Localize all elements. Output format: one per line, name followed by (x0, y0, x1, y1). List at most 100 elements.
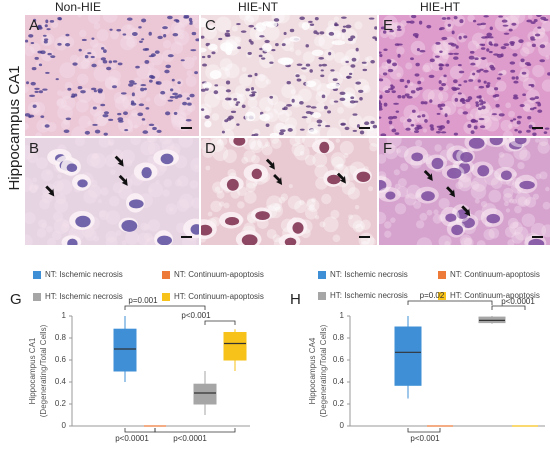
texture (259, 52, 275, 69)
nucleus (149, 79, 153, 83)
nucleus (511, 22, 517, 26)
nucleus (359, 97, 363, 101)
texture (189, 180, 199, 189)
texture (162, 40, 172, 49)
texture (161, 139, 175, 152)
nucleus (63, 129, 70, 133)
texture (519, 47, 530, 57)
nucleus (224, 32, 231, 37)
texture (278, 110, 290, 123)
nucleus (492, 94, 497, 98)
texture (415, 220, 425, 229)
legend-swatch (318, 271, 326, 279)
texture (408, 112, 420, 124)
nucleus (225, 80, 231, 85)
nucleus (397, 53, 401, 58)
nucleus (517, 130, 522, 134)
nucleus (517, 115, 522, 119)
nucleus (463, 80, 468, 83)
cell (201, 224, 213, 236)
nucleus (451, 30, 455, 35)
texture (25, 45, 35, 57)
nucleus (370, 120, 375, 125)
nucleus (42, 34, 47, 37)
nucleus (414, 73, 420, 77)
nucleus (416, 48, 420, 52)
texture (261, 144, 273, 156)
nucleus (513, 80, 519, 84)
vacuole (204, 120, 212, 128)
nucleus (439, 63, 445, 67)
texture (314, 35, 325, 47)
nucleus (103, 132, 108, 136)
nucleus (34, 87, 40, 90)
texture (100, 187, 109, 196)
nucleus (137, 112, 144, 117)
texture (148, 188, 153, 193)
texture (210, 138, 222, 146)
nucleus (500, 53, 504, 58)
nucleus (175, 19, 180, 23)
texture (147, 142, 160, 155)
nucleus (374, 37, 377, 41)
nucleus (414, 130, 420, 134)
nucleus (163, 33, 167, 38)
texture (140, 140, 156, 156)
texture (369, 143, 377, 152)
texture (78, 115, 91, 129)
nucleus (514, 128, 518, 132)
texture (243, 15, 255, 26)
texture (113, 92, 126, 104)
nucleus (493, 53, 499, 56)
y-tick-label: 0.8 (55, 333, 67, 342)
nucleus (415, 87, 420, 91)
texture (143, 232, 153, 242)
texture (433, 41, 449, 57)
bracket (204, 320, 236, 325)
nucleus (185, 118, 192, 122)
texture (27, 101, 41, 115)
nucleus (404, 93, 410, 97)
texture (92, 155, 97, 160)
nucleus (106, 66, 112, 71)
nucleus (314, 16, 319, 21)
nucleus (109, 28, 113, 31)
texture (245, 182, 256, 193)
nucleus (453, 56, 459, 60)
arrow (265, 158, 275, 170)
cell (319, 141, 330, 154)
nucleus (117, 117, 124, 122)
texture (337, 106, 344, 114)
nucleus (468, 55, 475, 60)
nucleus (533, 18, 538, 23)
y-tick-label: 0 (62, 421, 67, 430)
texture (179, 92, 192, 105)
texture (304, 154, 316, 166)
nucleus (318, 57, 325, 60)
cell (385, 191, 396, 200)
p-value: p<0.0001 (173, 434, 207, 443)
texture (98, 138, 111, 148)
texture (440, 105, 451, 116)
texture (316, 102, 326, 112)
nucleus (397, 94, 402, 99)
cell (67, 238, 78, 245)
texture (77, 87, 93, 103)
texture (470, 108, 481, 119)
cell (241, 234, 258, 245)
nucleus (478, 85, 485, 89)
texture (278, 196, 286, 204)
vacuole (311, 49, 324, 56)
nucleus (154, 50, 160, 54)
nucleus (421, 114, 426, 118)
nucleus (435, 41, 441, 45)
texture (507, 239, 515, 245)
texture (69, 54, 79, 64)
texture (457, 177, 472, 192)
texture (136, 64, 152, 80)
texture (299, 199, 305, 206)
texture (294, 200, 307, 214)
texture (537, 141, 550, 154)
texture (340, 57, 349, 66)
texture (28, 183, 38, 193)
